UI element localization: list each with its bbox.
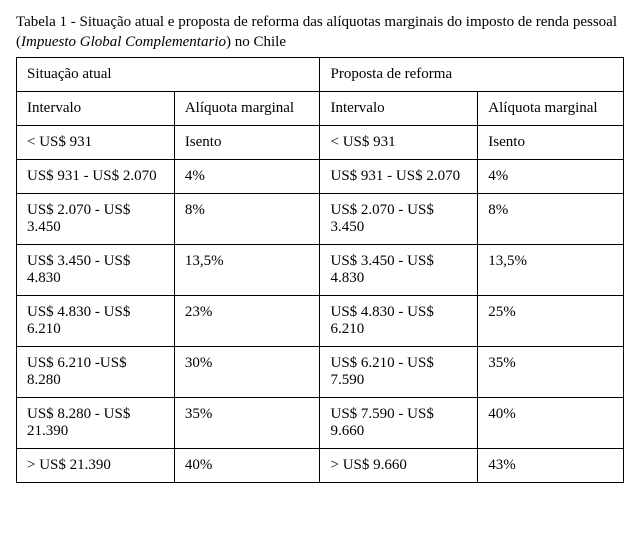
cell-interval: US$ 6.210 -US$ 8.280	[17, 346, 175, 397]
sub-header: Intervalo	[17, 91, 175, 125]
cell-interval: US$ 3.450 - US$ 4.830	[320, 244, 478, 295]
tax-table: Situação atual Proposta de reforma Inter…	[16, 57, 624, 483]
cell-interval: US$ 4.830 - US$ 6.210	[320, 295, 478, 346]
cell-rate: 25%	[478, 295, 624, 346]
caption-suffix: ) no Chile	[226, 34, 286, 50]
cell-rate: 4%	[478, 159, 624, 193]
cell-interval: US$ 7.590 - US$ 9.660	[320, 397, 478, 448]
cell-rate: 35%	[174, 397, 320, 448]
table-row: US$ 8.280 - US$ 21.390 35% US$ 7.590 - U…	[17, 397, 624, 448]
cell-rate: 40%	[174, 448, 320, 482]
cell-interval: > US$ 9.660	[320, 448, 478, 482]
cell-rate: 30%	[174, 346, 320, 397]
cell-rate: 13,5%	[174, 244, 320, 295]
cell-rate: 43%	[478, 448, 624, 482]
cell-interval: US$ 2.070 - US$ 3.450	[17, 193, 175, 244]
table-row: US$ 6.210 -US$ 8.280 30% US$ 6.210 - US$…	[17, 346, 624, 397]
table-row: < US$ 931 Isento < US$ 931 Isento	[17, 125, 624, 159]
cell-interval: US$ 4.830 - US$ 6.210	[17, 295, 175, 346]
table-row: US$ 931 - US$ 2.070 4% US$ 931 - US$ 2.0…	[17, 159, 624, 193]
cell-rate: 13,5%	[478, 244, 624, 295]
cell-interval: US$ 2.070 - US$ 3.450	[320, 193, 478, 244]
sub-header: Intervalo	[320, 91, 478, 125]
sub-header: Alíquota marginal	[478, 91, 624, 125]
table-row: > US$ 21.390 40% > US$ 9.660 43%	[17, 448, 624, 482]
table-row: Intervalo Alíquota marginal Intervalo Al…	[17, 91, 624, 125]
cell-interval: US$ 8.280 - US$ 21.390	[17, 397, 175, 448]
caption-italic: Impuesto Global Complementario	[21, 34, 226, 50]
table-row: US$ 4.830 - US$ 6.210 23% US$ 4.830 - US…	[17, 295, 624, 346]
cell-rate: 35%	[478, 346, 624, 397]
cell-rate: 40%	[478, 397, 624, 448]
sub-header: Alíquota marginal	[174, 91, 320, 125]
table-caption: Tabela 1 - Situação atual e proposta de …	[16, 12, 624, 53]
cell-interval: < US$ 931	[320, 125, 478, 159]
table-row: Situação atual Proposta de reforma	[17, 57, 624, 91]
cell-interval: US$ 931 - US$ 2.070	[320, 159, 478, 193]
cell-interval: US$ 6.210 - US$ 7.590	[320, 346, 478, 397]
table-row: US$ 3.450 - US$ 4.830 13,5% US$ 3.450 - …	[17, 244, 624, 295]
cell-rate: 8%	[174, 193, 320, 244]
cell-interval: > US$ 21.390	[17, 448, 175, 482]
cell-interval: US$ 931 - US$ 2.070	[17, 159, 175, 193]
top-header-left: Situação atual	[17, 57, 320, 91]
table-row: US$ 2.070 - US$ 3.450 8% US$ 2.070 - US$…	[17, 193, 624, 244]
top-header-right: Proposta de reforma	[320, 57, 624, 91]
cell-interval: US$ 3.450 - US$ 4.830	[17, 244, 175, 295]
cell-rate: 4%	[174, 159, 320, 193]
cell-rate: Isento	[174, 125, 320, 159]
cell-interval: < US$ 931	[17, 125, 175, 159]
cell-rate: 23%	[174, 295, 320, 346]
cell-rate: 8%	[478, 193, 624, 244]
cell-rate: Isento	[478, 125, 624, 159]
